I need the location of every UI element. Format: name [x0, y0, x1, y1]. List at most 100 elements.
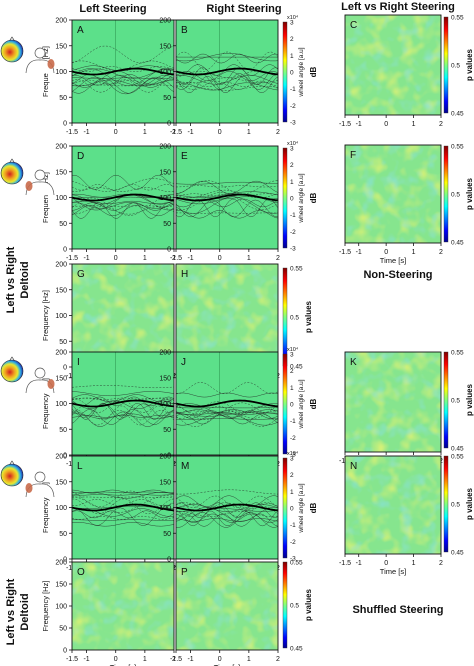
steering-trace — [175, 191, 279, 198]
steering-trace — [71, 206, 175, 215]
steering-trace — [72, 202, 175, 209]
x-tick-label: -1 — [187, 656, 193, 663]
steering-trace — [175, 411, 279, 426]
db-label: dB — [309, 192, 318, 203]
steering-trace — [175, 181, 279, 185]
pvalue-label: p values — [304, 588, 313, 621]
side-label-deltoid-1-line2: Deltoid — [19, 261, 31, 298]
steering-trace — [175, 74, 279, 85]
x-tick-label: 2 — [276, 255, 280, 262]
wheel-tick-label: -1 — [290, 86, 296, 93]
pvalue-panel-N — [345, 456, 441, 554]
y-tick-label: 150 — [55, 43, 67, 50]
db-label: dB — [309, 398, 318, 409]
x-tick-label: 0 — [384, 121, 388, 128]
pvalue-tick-label: 0.55 — [451, 350, 464, 357]
y-tick-label: 150 — [159, 375, 171, 382]
x-tick-label: -1 — [356, 249, 362, 256]
y-tick-label: 150 — [159, 43, 171, 50]
pvalue-tick-label: 0.55 — [290, 560, 303, 567]
y-tick-label: 200 — [159, 18, 171, 25]
tf-panel-A — [71, 20, 175, 123]
steering-trace — [175, 76, 279, 94]
y-tick-label: 50 — [163, 427, 171, 434]
steering-trace — [175, 192, 279, 211]
x-tick-label: 2 — [276, 129, 280, 136]
shoulder-deltoid-icon — [25, 367, 55, 394]
x-tick-label: 1 — [247, 656, 251, 663]
wheel-tick-label: -2 — [290, 539, 296, 546]
section-title-shuffled-steering: Shuffled Steering — [352, 604, 443, 616]
steering-trace — [175, 401, 279, 419]
pvalue-panel-O — [72, 562, 174, 650]
y-tick-label: 150 — [55, 169, 67, 176]
mean-steering-trace — [71, 399, 175, 408]
steering-trace — [175, 185, 279, 188]
column-header-left: Left Steering — [79, 3, 146, 15]
steering-trace — [175, 392, 279, 398]
side-label-deltoid-2-line1: Left vs Right — [5, 578, 17, 645]
x-tick-label: 1 — [247, 129, 251, 136]
pvalue-panel-frame — [344, 351, 442, 453]
pvalue-panel-C — [345, 15, 441, 115]
x-tick-label: -1.5 — [170, 129, 182, 136]
x-tick-label: -1 — [356, 560, 362, 567]
y-tick-label: 100 — [55, 505, 67, 512]
steering-trace — [71, 79, 175, 85]
wheel-exponent: x10⁴ — [287, 450, 299, 457]
x-tick-label: 0 — [384, 249, 388, 256]
steering-trace — [175, 198, 279, 218]
mean-steering-trace — [71, 67, 175, 76]
tf-panel-E — [175, 146, 279, 249]
y-tick-label: 50 — [59, 626, 67, 633]
y-tick-label: 200 — [159, 144, 171, 151]
pvalue-tick-label: 0.45 — [451, 240, 464, 247]
steering-trace — [175, 507, 279, 522]
y-tick-label: 0 — [167, 557, 171, 564]
steering-trace — [175, 73, 279, 90]
y-tick-label: 0 — [63, 247, 67, 254]
steering-trace — [71, 65, 175, 72]
pvalue-low-regions — [345, 15, 441, 115]
x-tick-label: 1 — [412, 121, 416, 128]
steering-trace — [71, 507, 175, 526]
steering-trace — [175, 506, 279, 517]
tf-panel-D — [71, 146, 175, 249]
steering-trace — [175, 495, 279, 508]
y-tick-label: 200 — [159, 454, 171, 461]
y-tick-label: 150 — [55, 479, 67, 486]
x-tick-label: 1 — [143, 656, 147, 663]
wheel-tick-label: 2 — [290, 368, 294, 375]
pvalue-tick-label: 0.45 — [290, 364, 303, 371]
y-axis-label: Frequency [Hz] — [41, 172, 50, 223]
pvalue-low-regions — [176, 562, 278, 650]
y-axis-label: Frequency [Hz] — [41, 290, 50, 341]
wheel-tick-label: 3 — [290, 146, 294, 153]
panel-letter-B: B — [181, 25, 188, 36]
pvalue-label: p values — [465, 177, 474, 210]
wheel-tick-label: -3 — [290, 452, 296, 459]
steering-trace — [71, 184, 175, 191]
wheel-tick-label: -1 — [290, 212, 296, 219]
steering-trace — [71, 398, 175, 413]
wheel-tick-label: 3 — [290, 352, 294, 359]
y-tick-label: 0 — [167, 121, 171, 128]
pvalue-panel-frame — [344, 455, 442, 555]
y-tick-label: 200 — [55, 454, 67, 461]
y-tick-label: 100 — [159, 195, 171, 202]
steering-trace — [175, 382, 279, 394]
pvalue-low-regions — [345, 145, 441, 243]
steering-trace — [71, 494, 175, 496]
pvalue-low-regions — [72, 264, 174, 367]
panel-letter-C: C — [350, 20, 357, 31]
pvalue-panel-frame — [344, 14, 442, 116]
x-tick-label: 2 — [172, 255, 176, 262]
y-tick-label: 200 — [55, 262, 67, 269]
y-tick-label: 50 — [59, 95, 67, 102]
x-tick-label: 2 — [276, 656, 280, 663]
shoulder-deltoid-icon — [25, 169, 55, 196]
pvalue-tick-label: 0.45 — [451, 550, 464, 557]
steering-trace — [71, 411, 175, 427]
y-tick-label: 150 — [55, 287, 67, 294]
